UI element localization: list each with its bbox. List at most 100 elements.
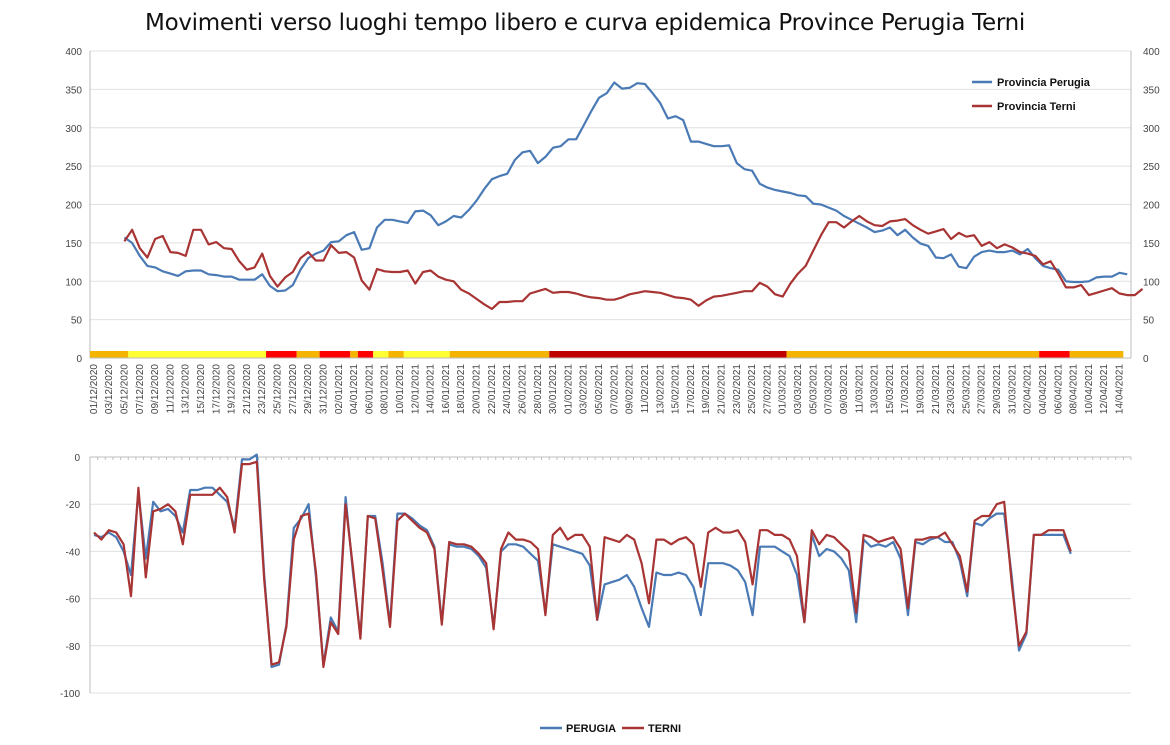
zone-band-segment	[296, 351, 320, 358]
top-xtick-label: 30/01/2021	[548, 364, 559, 414]
top-xtick-label: 23/12/2020	[257, 364, 268, 414]
top-series-line-terni	[123, 214, 1144, 310]
zone-band-segment	[90, 351, 129, 358]
top-xtick-label: 19/03/2021	[916, 364, 927, 414]
top-xtick-label: 08/04/2021	[1069, 364, 1080, 414]
zone-band-segment	[449, 351, 550, 358]
chart-title: Movimenti verso luoghi tempo libero e cu…	[145, 10, 1025, 36]
top-xtick-label: 21/03/2021	[931, 364, 942, 414]
top-xtick-label: 01/12/2020	[89, 364, 100, 414]
zone-band-segment	[319, 351, 351, 358]
top-left-ytick-label: 200	[65, 201, 82, 212]
top-xtick-label: 25/03/2021	[961, 364, 972, 414]
top-xtick-label: 09/12/2020	[150, 364, 161, 414]
top-xtick-label: 09/02/2021	[625, 364, 636, 414]
top-xtick-label: 03/03/2021	[793, 364, 804, 414]
bottom-ytick-label: -100	[60, 689, 80, 700]
bottom-series-line-perugia	[93, 453, 1072, 669]
zone-band-segment	[388, 351, 404, 358]
top-xtick-label: 17/03/2021	[900, 364, 911, 414]
top-xtick-label: 02/01/2021	[334, 364, 345, 414]
top-xtick-label: 22/01/2021	[487, 364, 498, 414]
top-xtick-label: 08/01/2021	[380, 364, 391, 414]
top-xtick-label: 07/03/2021	[824, 364, 835, 414]
top-xtick-label: 23/02/2021	[732, 364, 743, 414]
top-xtick-label: 04/04/2021	[1038, 364, 1049, 414]
top-xtick-label: 21/02/2021	[716, 364, 727, 414]
bottom-legend-label: TERNI	[648, 723, 681, 735]
zone-band-segment	[350, 351, 358, 358]
bottom-ytick-label: -20	[66, 500, 81, 511]
top-right-ytick-label: 200	[1143, 201, 1160, 212]
top-xtick-label: 16/01/2021	[441, 364, 452, 414]
top-xtick-label: 11/03/2021	[854, 364, 865, 414]
top-xtick-label: 29/12/2020	[303, 364, 314, 414]
top-xtick-label: 11/02/2021	[640, 364, 651, 414]
top-xtick-label: 07/02/2021	[609, 364, 620, 414]
top-xtick-label: 17/02/2021	[686, 364, 697, 414]
top-series-line-perugia	[123, 81, 1128, 293]
top-xtick-label: 06/04/2021	[1053, 364, 1064, 414]
top-xtick-label: 02/04/2021	[1023, 364, 1034, 414]
top-left-ytick-label: 250	[65, 162, 82, 173]
top-right-ytick-label: 150	[1143, 239, 1160, 250]
top-xtick-label: 27/03/2021	[977, 364, 988, 414]
top-xtick-label: 25/12/2020	[273, 364, 284, 414]
top-xtick-label: 03/02/2021	[579, 364, 590, 414]
top-xtick-label: 10/04/2021	[1084, 364, 1095, 414]
top-xtick-label: 10/01/2021	[395, 364, 406, 414]
top-xtick-label: 13/03/2021	[870, 364, 881, 414]
top-xtick-label: 11/12/2020	[165, 364, 176, 414]
top-xtick-label: 04/01/2021	[349, 364, 360, 414]
zone-band-segment	[549, 351, 787, 358]
zone-band-segment	[403, 351, 450, 358]
top-xtick-label: 06/01/2021	[364, 364, 375, 414]
top-xtick-label: 19/12/2020	[227, 364, 238, 414]
zone-band-segment	[786, 351, 1040, 358]
top-xtick-label: 28/01/2021	[533, 364, 544, 414]
top-right-ytick-label: 250	[1143, 162, 1160, 173]
top-xtick-label: 31/03/2021	[1007, 364, 1018, 414]
top-legend-label: Provincia Perugia	[997, 77, 1091, 89]
top-xtick-label: 14/01/2021	[426, 364, 437, 414]
top-xtick-label: 05/02/2021	[594, 364, 605, 414]
top-xtick-label: 27/12/2020	[288, 364, 299, 414]
top-left-ytick-label: 50	[71, 316, 83, 327]
top-xtick-label: 20/01/2021	[472, 364, 483, 414]
top-right-ytick-label: 350	[1143, 85, 1160, 96]
bottom-ytick-label: -80	[66, 642, 81, 653]
top-xtick-label: 29/03/2021	[992, 364, 1003, 414]
top-xtick-label: 31/12/2020	[318, 364, 329, 414]
top-xtick-label: 12/01/2021	[410, 364, 421, 414]
top-left-ytick-label: 150	[65, 239, 82, 250]
top-left-ytick-label: 350	[65, 85, 82, 96]
top-xtick-label: 13/02/2021	[655, 364, 666, 414]
bottom-legend-label: PERUGIA	[566, 723, 616, 735]
top-xtick-label: 23/03/2021	[946, 364, 957, 414]
top-left-ytick-label: 100	[65, 277, 82, 288]
top-left-ytick-label: 0	[76, 354, 82, 365]
top-xtick-label: 26/01/2021	[517, 364, 528, 414]
top-xtick-label: 24/01/2021	[502, 364, 513, 414]
bottom-ytick-label: 0	[74, 453, 80, 464]
zone-band-segment	[373, 351, 389, 358]
top-xtick-label: 05/12/2020	[119, 364, 130, 414]
top-right-ytick-label: 400	[1143, 47, 1160, 58]
top-xtick-label: 09/03/2021	[839, 364, 850, 414]
top-xtick-label: 01/03/2021	[778, 364, 789, 414]
bottom-ytick-label: -40	[66, 547, 81, 558]
bottom-ytick-label: -60	[66, 595, 81, 606]
top-xtick-label: 14/04/2021	[1115, 364, 1126, 414]
top-xtick-label: 15/12/2020	[196, 364, 207, 414]
top-legend-label: Provincia Terni	[997, 101, 1076, 113]
zone-band-segment	[1069, 351, 1124, 358]
top-xtick-label: 12/04/2021	[1099, 364, 1110, 414]
zone-band-segment	[128, 351, 267, 358]
top-xtick-label: 17/12/2020	[211, 364, 222, 414]
top-xtick-label: 25/02/2021	[747, 364, 758, 414]
zone-band-segment	[266, 351, 297, 358]
top-xtick-label: 05/03/2021	[808, 364, 819, 414]
top-right-ytick-label: 0	[1143, 354, 1149, 365]
